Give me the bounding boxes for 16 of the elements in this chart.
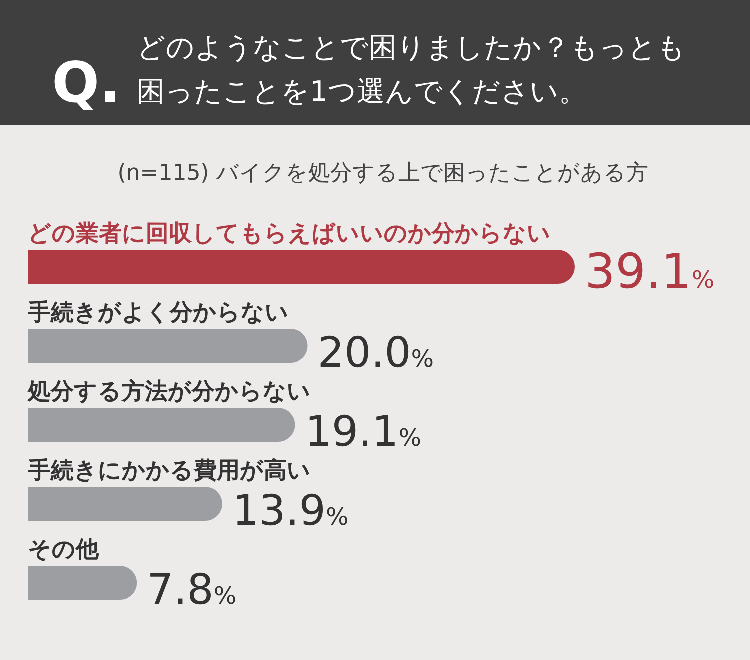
bar <box>28 250 575 284</box>
y-tick-label: 手続きにかかる費用が高い <box>27 457 311 484</box>
bar <box>28 408 296 442</box>
y-tick-label: どの業者に回収してもらえばいいのか分からない <box>28 221 551 247</box>
data-label: 7.8% <box>147 565 237 614</box>
data-label: 39.1% <box>585 244 715 300</box>
data-label: 19.1% <box>305 407 422 456</box>
y-tick-label: 手続きがよく分からない <box>27 300 289 326</box>
y-tick-label: 処分する方法が分からない <box>27 378 311 405</box>
data-label: 13.9% <box>232 486 349 535</box>
bar <box>28 487 222 521</box>
bar <box>28 566 138 600</box>
y-tick-label: その他 <box>28 537 100 563</box>
data-label: 20.0% <box>318 328 434 377</box>
bar <box>28 329 308 363</box>
chart-subtitle: (n=115) バイクを処分する上で困ったことがある方 <box>118 161 648 186</box>
